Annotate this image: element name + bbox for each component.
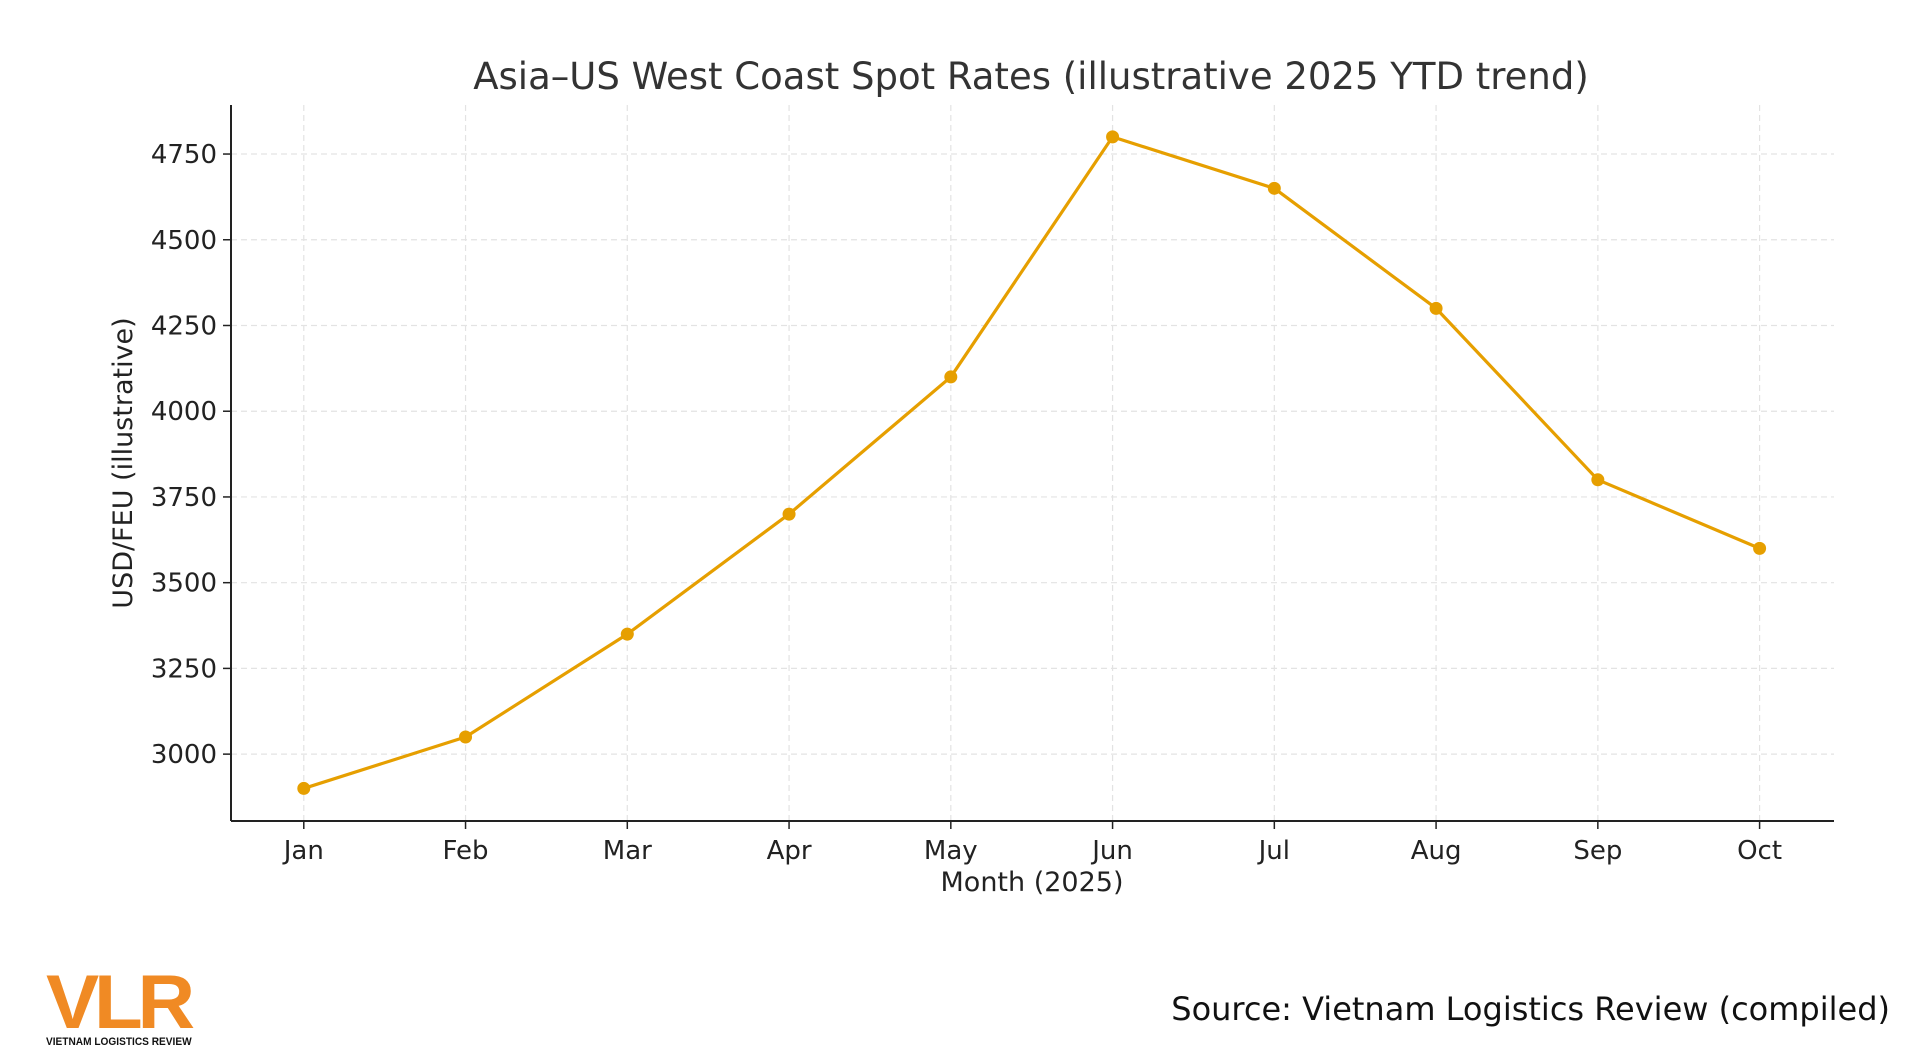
chart-title: Asia–US West Coast Spot Rates (illustrat… bbox=[473, 55, 1589, 98]
x-tick-label: Aug bbox=[1411, 836, 1462, 866]
data-point-may bbox=[944, 370, 958, 384]
y-tick-label: 3750 bbox=[151, 483, 217, 513]
x-axis-label: Month (2025) bbox=[941, 867, 1124, 898]
x-tick-label: Mar bbox=[603, 836, 652, 866]
x-tick-label: Feb bbox=[443, 836, 489, 866]
grid bbox=[231, 105, 1834, 821]
axes bbox=[230, 105, 1834, 822]
x-tick-label: Jun bbox=[1090, 836, 1133, 866]
series-line-path bbox=[303, 135, 1761, 790]
data-point-feb bbox=[459, 730, 473, 744]
y-tick-label: 4750 bbox=[151, 140, 217, 170]
x-tick-label: Jul bbox=[1257, 836, 1290, 866]
data-point-jul bbox=[1267, 181, 1281, 195]
y-tick-label: 3250 bbox=[151, 654, 217, 684]
data-point-jun bbox=[1106, 130, 1120, 144]
data-point-oct bbox=[1753, 541, 1767, 555]
vlr-logo: VLR VIETNAM LOGISTICS REVIEW bbox=[46, 965, 195, 1048]
data-point-jan bbox=[297, 781, 311, 795]
x-tick-label: Jan bbox=[282, 836, 324, 866]
data-point-sep bbox=[1591, 473, 1605, 487]
data-point-mar bbox=[620, 627, 634, 641]
y-tick-label: 3000 bbox=[151, 740, 217, 770]
logo-text: VLR bbox=[46, 960, 195, 1045]
x-axis-ticks: Jan Feb Mar Apr May Jun Jul Aug Sep Oct bbox=[282, 821, 1782, 866]
x-tick-label: Apr bbox=[767, 836, 812, 866]
x-tick-label: Oct bbox=[1737, 836, 1782, 866]
y-tick-label: 3500 bbox=[151, 569, 217, 599]
x-tick-label: Sep bbox=[1573, 836, 1622, 866]
y-tick-label: 4250 bbox=[151, 311, 217, 341]
y-axis-ticks: 3000 3250 3500 3750 4000 4250 4500 4750 bbox=[151, 140, 231, 770]
logo-subtitle: VIETNAM LOGISTICS REVIEW bbox=[46, 1036, 192, 1048]
series-line bbox=[297, 130, 1767, 795]
y-axis-label: USD/FEU (illustrative) bbox=[108, 317, 139, 608]
source-note: Source: Vietnam Logistics Review (compil… bbox=[1171, 990, 1890, 1028]
data-point-aug bbox=[1429, 301, 1443, 315]
x-tick-label: May bbox=[924, 836, 978, 866]
y-tick-label: 4500 bbox=[151, 226, 217, 256]
y-tick-label: 4000 bbox=[151, 397, 217, 427]
data-point-apr bbox=[782, 507, 796, 521]
